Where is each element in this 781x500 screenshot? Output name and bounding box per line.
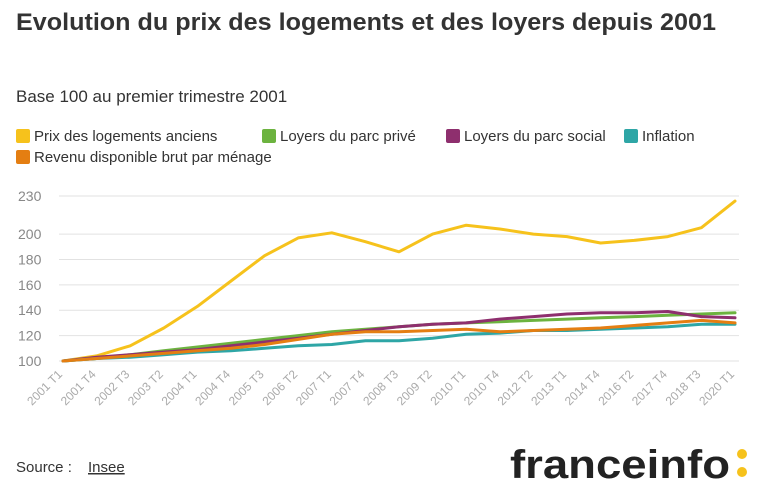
legend-label: Prix des logements anciens [34,128,217,145]
chart-title: Evolution du prix des logements et des l… [16,9,716,36]
logo-dot [737,467,747,477]
legend-swatch [624,129,638,143]
logo-dot [737,449,747,459]
y-tick-label: 200 [18,226,42,242]
legend-swatch [446,129,460,143]
series-line [61,318,737,363]
legend-swatch [262,129,276,143]
legend-swatch [16,129,30,143]
x-tick-label: 2006 T2 [259,367,300,408]
logo: franceinfo [510,443,730,487]
source-link[interactable]: Insee [88,459,125,476]
y-tick-label: 100 [18,353,42,369]
legend: Prix des logements anciens Loyers du parc… [16,128,695,166]
legend-label: Loyers du parc social [464,128,606,145]
x-tick-label: 2002 T3 [91,367,132,408]
y-tick-label: 180 [18,251,42,267]
x-tick-label: 2016 T2 [595,367,636,408]
y-tick-label: 230 [18,188,42,204]
x-tick-label: 2013 T1 [528,367,569,408]
x-tick-label: 2020 T1 [696,367,737,408]
series-line [61,199,737,363]
x-tick-label: 2001 T4 [58,367,99,408]
legend-label: Loyers du parc privé [280,128,416,145]
legend-label: Inflation [642,128,695,145]
series-line [61,322,737,363]
source-label: Source : [16,459,72,476]
x-tick-label: 2010 T4 [461,367,502,408]
x-tick-label: 2005 T3 [226,367,267,408]
x-tick-label: 2017 T4 [629,367,670,408]
y-tick-label: 160 [18,277,42,293]
x-tick-label: 2003 T2 [125,367,166,408]
x-tick-label: 2008 T3 [360,367,401,408]
x-tick-label: 2009 T2 [394,367,435,408]
x-tick-label: 2012 T2 [495,367,536,408]
y-tick-label: 120 [18,328,42,344]
chart-subtitle: Base 100 au premier trimestre 2001 [16,87,287,106]
x-tick-label: 2018 T3 [663,367,704,408]
legend-label: Revenu disponible brut par ménage [34,149,272,166]
x-tick-label: 2014 T4 [562,367,603,408]
x-tick-label: 2010 T1 [427,367,468,408]
y-tick-label: 140 [18,302,42,318]
x-tick-label: 2001 T1 [24,367,65,408]
legend-swatch [16,150,30,164]
x-tick-label: 2004 T4 [192,367,233,408]
x-tick-label: 2007 T1 [293,367,334,408]
x-tick-label: 2004 T1 [159,367,200,408]
x-tick-label: 2007 T4 [327,367,368,408]
